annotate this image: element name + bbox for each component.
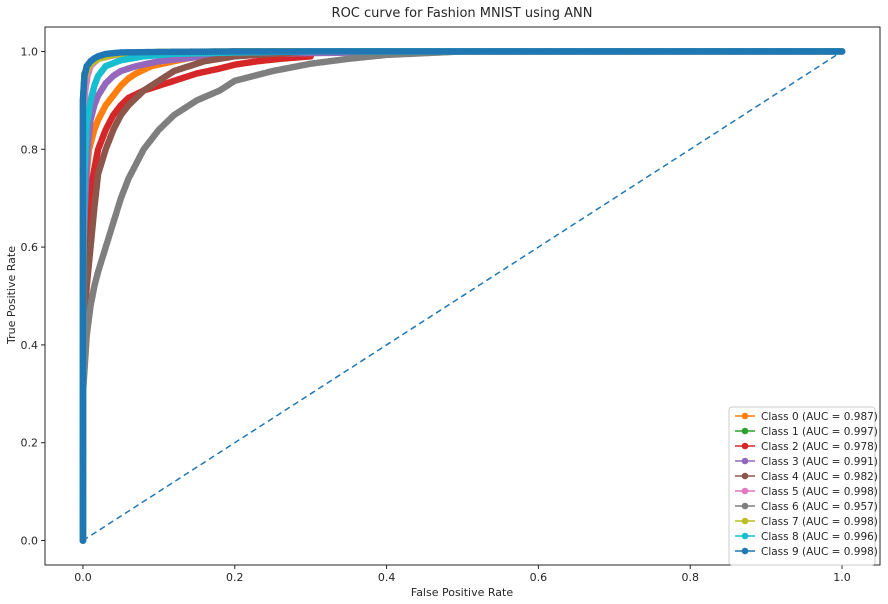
legend-swatch-marker [741, 412, 749, 420]
series-point [838, 48, 846, 55]
series-class-6 [79, 48, 466, 544]
y-axis-label: True Positive Rate [5, 246, 18, 345]
x-tick-label: 0.4 [378, 571, 396, 584]
y-tick-label: 0.6 [21, 241, 39, 254]
y-tick-label: 0.4 [21, 339, 39, 352]
legend-swatch-marker [741, 547, 749, 555]
legend-entry: Class 6 (AUC = 0.957) [761, 501, 878, 513]
legend-entry: Class 5 (AUC = 0.998) [761, 486, 878, 498]
series-class-4 [79, 48, 314, 544]
legend-swatch-marker [741, 472, 749, 480]
series-class-9 [79, 48, 846, 544]
legend-swatch-marker [741, 517, 749, 525]
series-line [82, 50, 463, 541]
legend-entry: Class 9 (AUC = 0.998) [761, 546, 878, 558]
legend-entry: Class 4 (AUC = 0.982) [761, 471, 878, 483]
legend-entry: Class 3 (AUC = 0.991) [761, 456, 878, 468]
legend-entry: Class 1 (AUC = 0.997) [761, 426, 878, 438]
x-axis-label: False Positive Rate [411, 586, 513, 599]
x-tick-label: 0.2 [226, 571, 244, 584]
legend-swatch-marker [741, 487, 749, 495]
x-tick-label: 0.6 [530, 571, 548, 584]
plot-area [79, 48, 846, 544]
x-axis: 0.0 0.2 0.4 0.6 0.8 1.0 [74, 565, 851, 584]
axes-frame [44, 26, 881, 566]
y-axis: 0.0 0.2 0.4 0.6 0.8 1.0 [21, 45, 45, 548]
legend-swatch-marker [741, 427, 749, 435]
y-tick-label: 0.2 [21, 437, 39, 450]
chance-line [82, 50, 843, 542]
y-tick-label: 1.0 [21, 45, 39, 58]
x-tick-label: 0.0 [74, 571, 92, 584]
legend-entry: Class 2 (AUC = 0.978) [761, 441, 878, 453]
legend-swatch-marker [741, 457, 749, 465]
y-tick-label: 0.0 [21, 535, 39, 548]
chart-title: ROC curve for Fashion MNIST using ANN [332, 6, 593, 21]
legend-entry: Class 8 (AUC = 0.996) [761, 531, 878, 543]
legend-entry: Class 7 (AUC = 0.998) [761, 516, 878, 528]
legend-box [728, 406, 876, 566]
y-tick-label: 0.8 [21, 143, 39, 156]
x-tick-label: 0.8 [681, 571, 699, 584]
legend: Class 0 (AUC = 0.987) Class 1 (AUC = 0.99… [728, 406, 878, 566]
legend-swatch-marker [741, 502, 749, 510]
legend-swatch-marker [741, 532, 749, 540]
legend-entry: Class 0 (AUC = 0.987) [761, 411, 878, 423]
legend-swatch-marker [741, 442, 749, 450]
x-tick-label: 1.0 [833, 571, 851, 584]
